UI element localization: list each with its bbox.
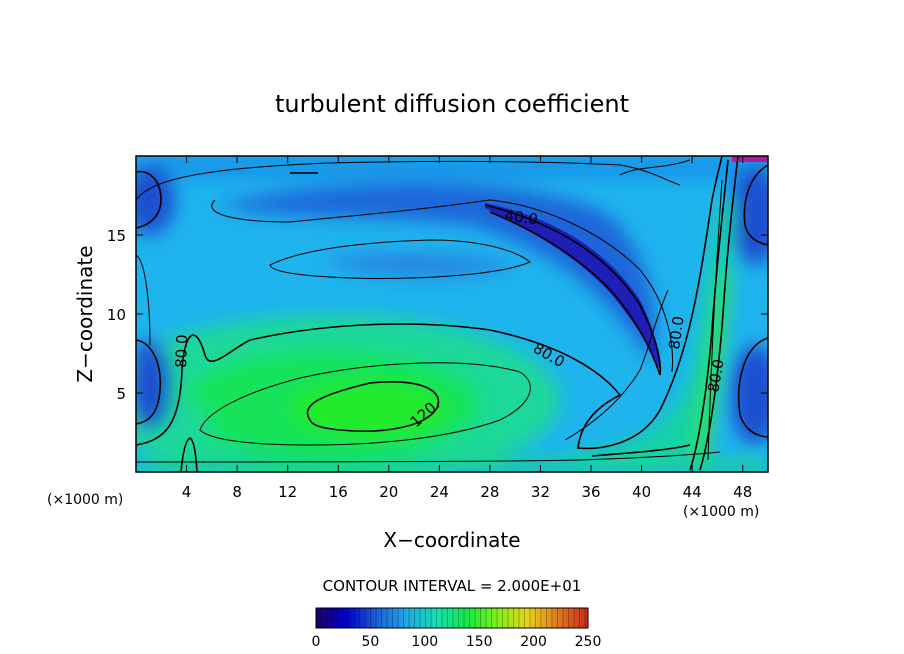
colorbar-stripes <box>320 608 586 628</box>
chart-title: turbulent diffusion coefficient <box>275 90 629 118</box>
x-tick-label: 16 <box>329 483 348 501</box>
contour-label: 80.0 <box>665 315 687 351</box>
colorbar-tick-label: 200 <box>520 634 547 650</box>
y-tick-label: 10 <box>107 306 126 324</box>
y-axis-ticks: 5 10 15 <box>107 227 768 403</box>
x-tick-label: 20 <box>379 483 398 501</box>
contour-label: 80.0 <box>172 334 191 368</box>
contour-interval-text: CONTOUR INTERVAL = 2.000E+01 <box>323 577 582 595</box>
contour-lines <box>136 156 768 472</box>
colorbar-tick-label: 250 <box>575 634 602 650</box>
colorbar-fill <box>316 608 588 628</box>
contour-label: 80.0 <box>704 358 728 394</box>
x-tick-label: 8 <box>232 483 242 501</box>
x-tick-label: 48 <box>733 483 752 501</box>
colorbar: 0 50 100 150 200 250 <box>312 607 602 650</box>
x-unit-right: (×1000 m) <box>683 504 759 520</box>
x-tick-label: 36 <box>581 483 600 501</box>
x-axis-label: X−coordinate <box>383 528 520 552</box>
colorbar-ticks: 0 50 100 150 200 250 <box>312 634 602 650</box>
contour-label: 40.0 <box>503 206 539 228</box>
x-axis-ticks: 4 8 12 16 20 24 28 32 36 40 44 48 <box>182 156 752 501</box>
y-axis-label: Z−coordinate <box>73 245 97 382</box>
colorbar-tick-label: 150 <box>466 634 493 650</box>
x-tick-label: 12 <box>278 483 297 501</box>
colorbar-frame <box>315 607 589 629</box>
x-tick-label: 40 <box>632 483 651 501</box>
x-unit-left: (×1000 m) <box>47 492 123 508</box>
x-tick-label: 44 <box>683 483 702 501</box>
x-tick-label: 32 <box>531 483 550 501</box>
x-tick-label: 24 <box>430 483 449 501</box>
colorbar-tick-label: 0 <box>312 634 321 650</box>
y-tick-label: 5 <box>116 385 126 403</box>
colorbar-tick-label: 50 <box>361 634 379 650</box>
x-tick-label: 28 <box>480 483 499 501</box>
y-tick-label: 15 <box>107 227 126 245</box>
colorbar-tick-label: 100 <box>411 634 438 650</box>
x-tick-label: 4 <box>182 483 192 501</box>
